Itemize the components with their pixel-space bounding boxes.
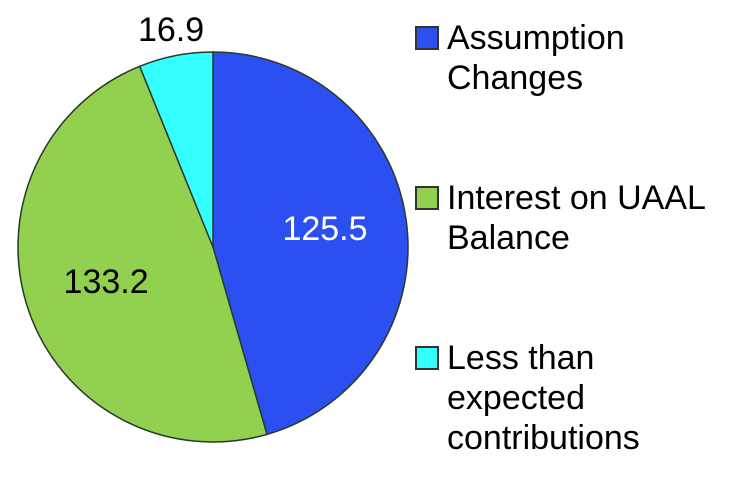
legend-swatch [415,26,439,50]
legend-item: Assumption Changes [415,18,717,98]
pie-slice [212,51,409,436]
legend-swatch [415,346,439,370]
data-label: 133.2 [64,263,149,301]
data-label: 16.9 [138,11,204,49]
legend-item: Interest on UAAL Balance [415,178,717,258]
legend-label: Interest on UAAL Balance [447,179,705,257]
pie-slice [138,51,214,248]
legend-swatch [415,186,439,210]
pie-area: 125.5 133.2 16.9 [17,11,409,443]
legend-item: Less than expected contributions [415,338,717,458]
pie-slice [17,65,268,443]
legend-label: Less than expected contributions [447,339,640,457]
data-label: 125.5 [282,210,367,248]
legend-label: Assumption Changes [447,19,625,97]
